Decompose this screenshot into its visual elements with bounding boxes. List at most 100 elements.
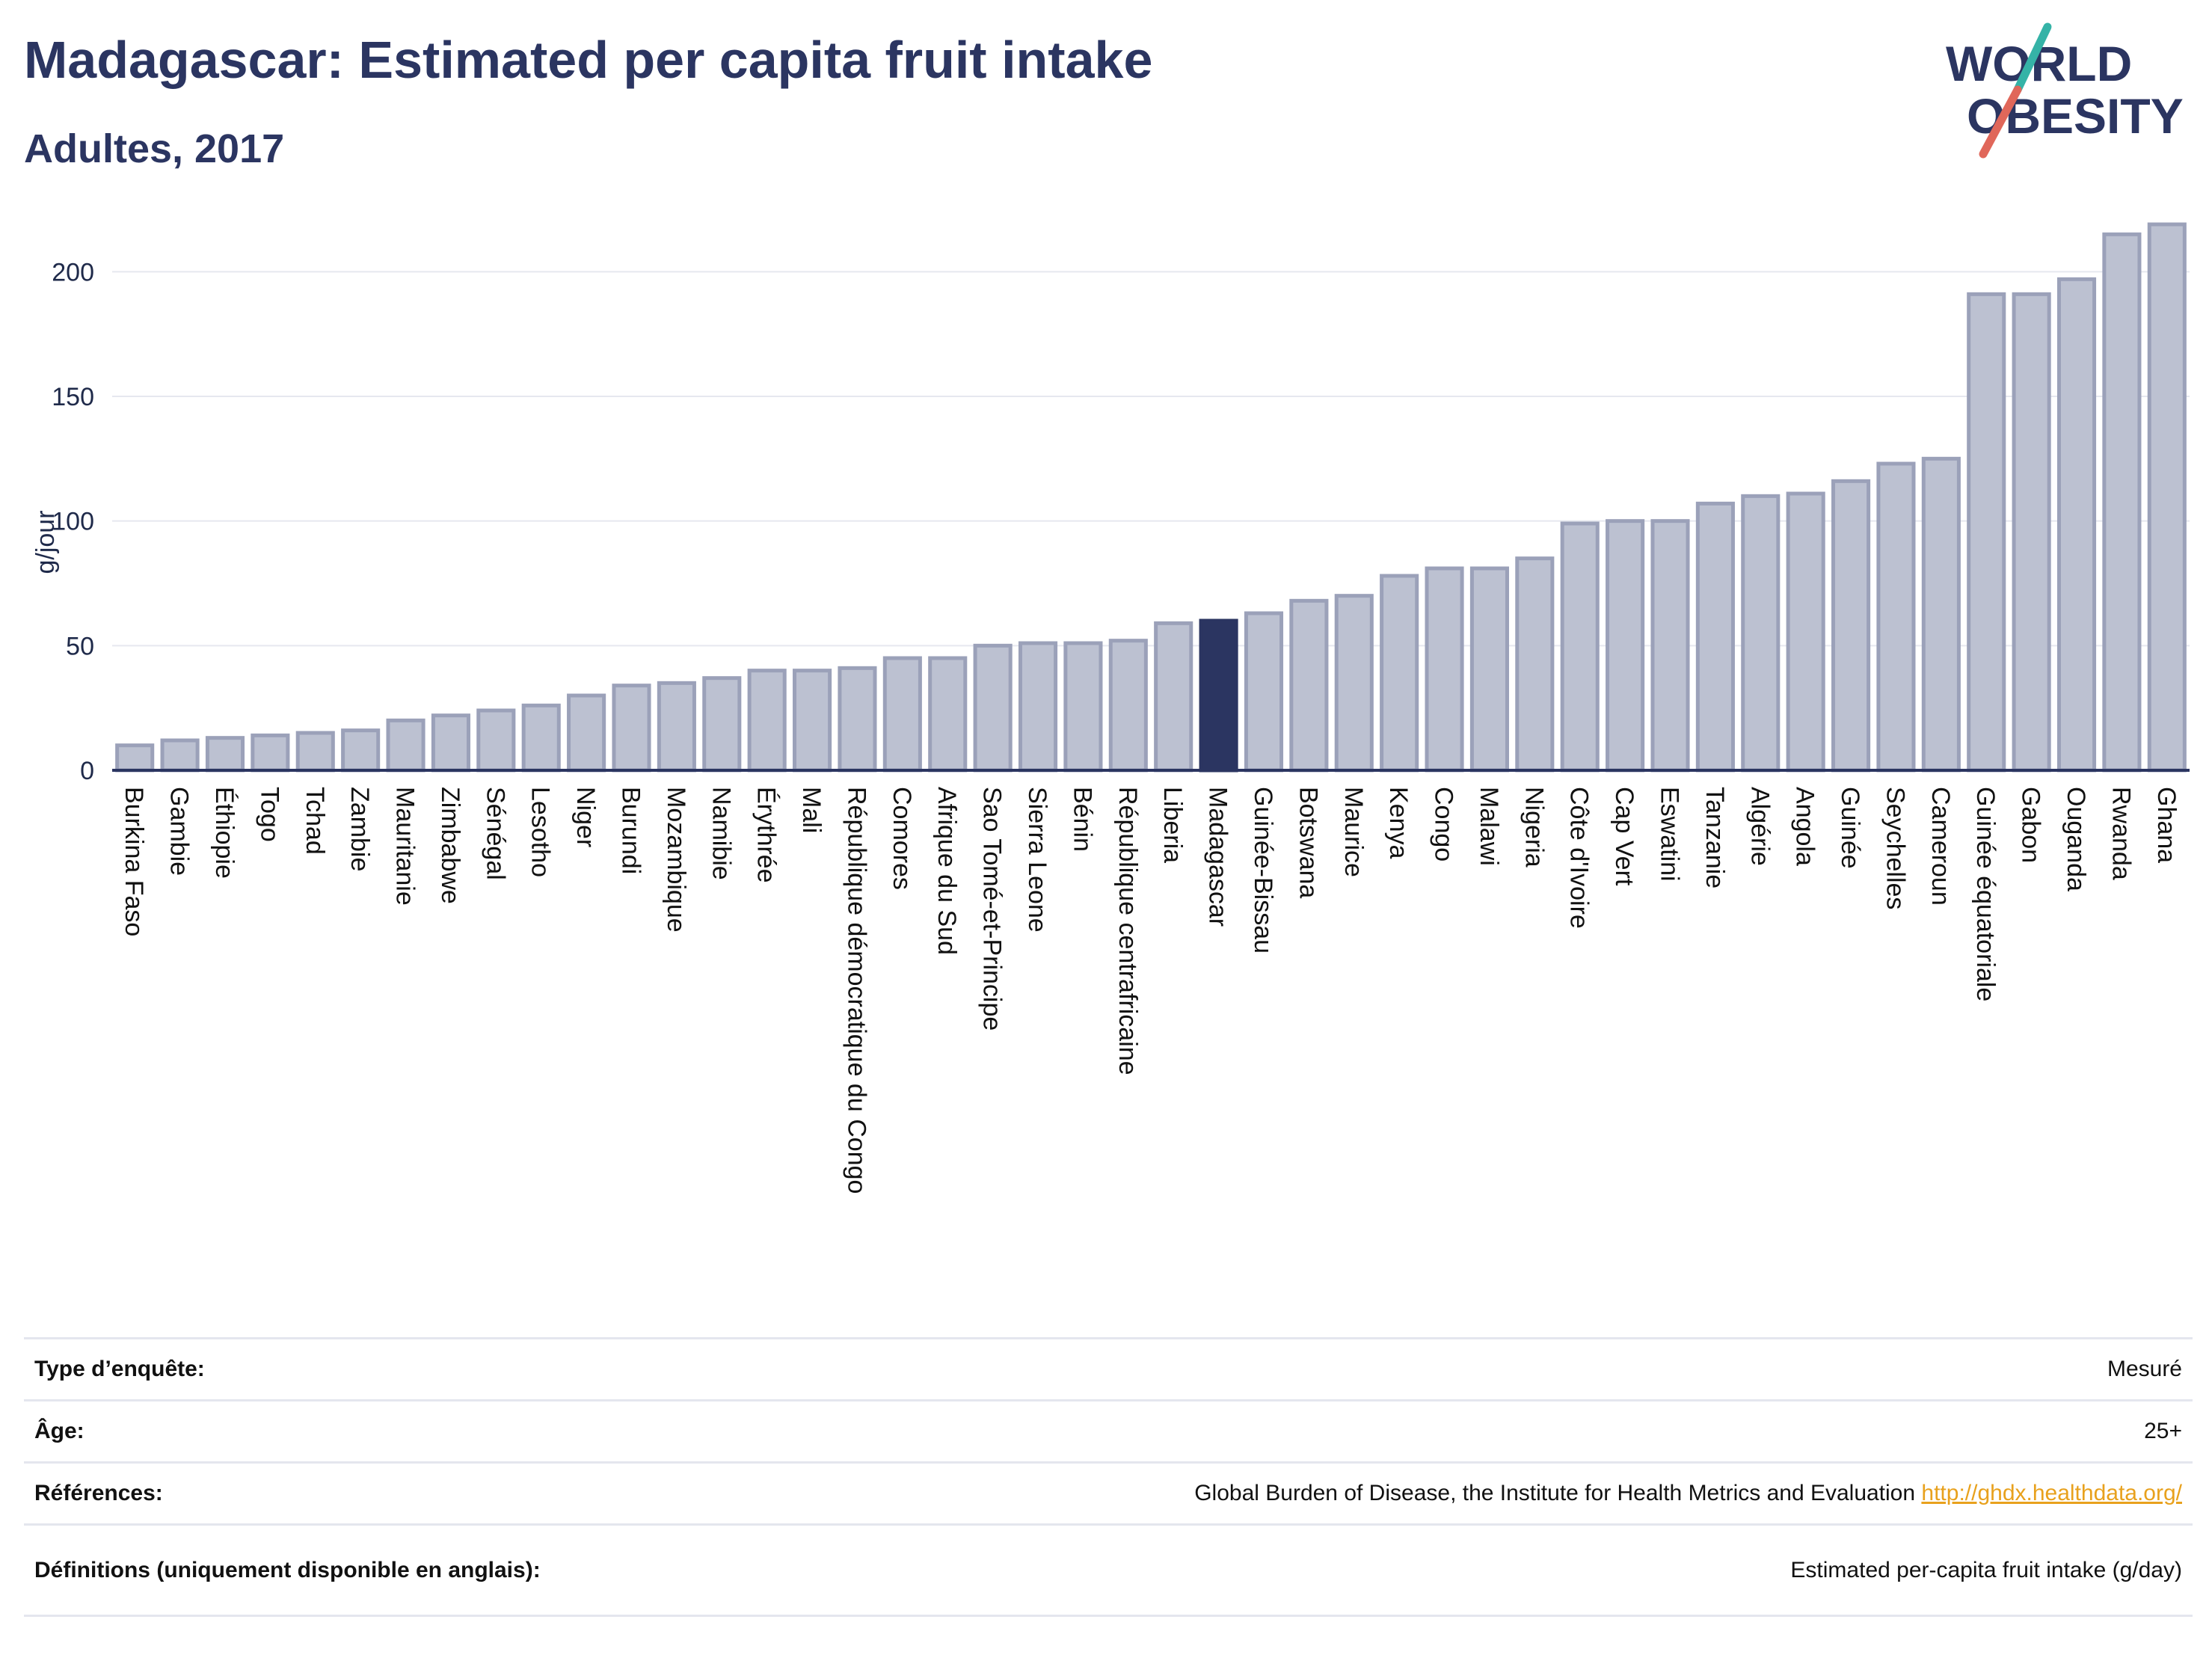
x-tick-label: Érythrée: [752, 787, 781, 883]
y-tick-label: 200: [52, 258, 94, 286]
x-tick-label: Botswana: [1294, 787, 1322, 898]
bar: [1650, 519, 1690, 773]
bar: [1695, 501, 1735, 773]
x-tick-label: Tchad: [301, 787, 329, 855]
bar: [1289, 598, 1329, 773]
bar: [1606, 519, 1645, 773]
bar: [747, 669, 787, 773]
x-tick-label: Mali: [797, 787, 826, 833]
bar: [431, 713, 470, 773]
bar: [1967, 292, 2006, 773]
info-value: 25+: [2144, 1419, 2182, 1443]
bar: [160, 738, 200, 773]
bar: [928, 656, 968, 773]
logo-slash-red: [1979, 85, 2022, 159]
x-tick-label: Ghana: [2152, 787, 2181, 863]
bar: [1741, 494, 1781, 773]
info-key: Définitions (uniquement disponible en an…: [34, 1557, 541, 1582]
x-tick-label: Seychelles: [1881, 787, 1909, 909]
reference-text: Global Burden of Disease, the Institute …: [1194, 1481, 1916, 1505]
x-tick-label: Liberia: [1158, 787, 1187, 863]
y-tick-label: 150: [52, 383, 94, 411]
x-tick-label: Algérie: [1745, 787, 1774, 866]
bar: [838, 666, 877, 773]
bar: [1154, 621, 1193, 773]
x-tick-label: Éthiopie: [210, 787, 239, 879]
y-axis-label: g/jour: [31, 510, 60, 574]
chart-subtitle: Adultes, 2017: [24, 126, 285, 171]
x-tick-label: Lesotho: [526, 787, 555, 877]
info-key: Âge:: [34, 1419, 85, 1443]
x-tick-label: Maurice: [1339, 787, 1368, 877]
bar: [386, 718, 425, 773]
info-row-references: Références: Global Burden of Disease, th…: [24, 1461, 2193, 1523]
x-tick-label: République centrafricaine: [1113, 787, 1142, 1075]
bar: [205, 736, 245, 773]
bar: [295, 731, 335, 773]
bar: [1786, 491, 1825, 773]
x-tick-label: Kenya: [1384, 787, 1413, 859]
x-tick-label: Burkina Faso: [120, 787, 148, 936]
x-tick-label: Guinée: [1836, 787, 1864, 869]
info-key: Références:: [34, 1481, 163, 1505]
info-row-survey-type: Type d’enquête: Mesuré: [24, 1337, 2193, 1399]
bar: [702, 676, 742, 773]
x-tick-label: Comores: [888, 787, 916, 890]
x-tick-label: Sierra Leone: [1023, 787, 1051, 933]
info-key: Type d’enquête:: [34, 1357, 205, 1381]
bar: [2056, 277, 2097, 773]
y-tick-label: 0: [80, 757, 94, 785]
x-tick-label: Gabon: [2017, 787, 2045, 863]
x-tick-label: Zimbabwe: [436, 787, 464, 904]
bar: [341, 728, 381, 773]
x-tick-label: Mauritanie: [391, 787, 420, 906]
bar: [973, 643, 1013, 773]
bar: [1334, 594, 1374, 773]
reference-link[interactable]: http://ghdx.healthdata.org/: [1921, 1481, 2182, 1505]
x-tick-label: Congo: [1430, 787, 1458, 862]
x-tick-label: Zambie: [345, 787, 374, 871]
bar: [657, 681, 696, 773]
bar: [2147, 222, 2187, 773]
bar: [1199, 618, 1238, 773]
x-tick-label: Sao Tomé-et-Principe: [978, 787, 1007, 1031]
x-tick-label: Guinée équatoriale: [1971, 787, 2000, 1001]
x-tick-label: Mozambique: [662, 787, 690, 933]
x-tick-label: Malawi: [1475, 787, 1503, 866]
bar: [1831, 479, 1871, 773]
x-tick-label: Gambie: [165, 787, 194, 876]
logo-slash-teal: [2013, 22, 2052, 94]
bar: [793, 669, 832, 773]
bar-chart: 0 50 100 150 200 g/jour Burkina Faso Gambie Éthi…: [31, 222, 2190, 1194]
info-value: Estimated per-capita fruit intake (g/day…: [1790, 1557, 2182, 1582]
bar: [567, 693, 606, 773]
bar: [1018, 641, 1058, 773]
x-tick-label: Nigeria: [1520, 787, 1548, 868]
x-tick-label: Guinée-Bissau: [1249, 787, 1277, 954]
bar: [1876, 461, 1916, 773]
x-tick-label: Burundi: [617, 787, 645, 874]
bar: [2012, 292, 2051, 773]
bar: [1244, 611, 1284, 773]
x-tick-label: Togo: [255, 787, 283, 842]
x-tick-label: Niger: [571, 787, 600, 847]
bar: [1469, 566, 1509, 773]
bar: [251, 733, 290, 773]
y-tick-label: 100: [52, 508, 94, 536]
bar: [1515, 556, 1555, 773]
x-tick-label: Rwanda: [2107, 787, 2135, 880]
x-tick-label: Cameroun: [1926, 787, 1955, 906]
x-tick-label: Cap Vert: [1610, 787, 1638, 886]
bar: [1108, 639, 1148, 773]
x-tick-label: Eswatini: [1656, 787, 1684, 882]
x-tick-label: Madagascar: [1204, 787, 1232, 927]
x-tick-label: Afrique du Sud: [933, 787, 961, 955]
x-tick-label: République démocratique du Congo: [842, 787, 870, 1194]
chart-title: Madagascar: Estimated per capita fruit i…: [24, 31, 1153, 89]
bar: [2102, 232, 2142, 773]
bar: [1560, 521, 1600, 773]
x-tick-label: Tanzanie: [1701, 787, 1729, 888]
info-row-definitions: Définitions (uniquement disponible en an…: [24, 1523, 2193, 1617]
bar: [612, 684, 651, 773]
bar: [1425, 566, 1464, 773]
